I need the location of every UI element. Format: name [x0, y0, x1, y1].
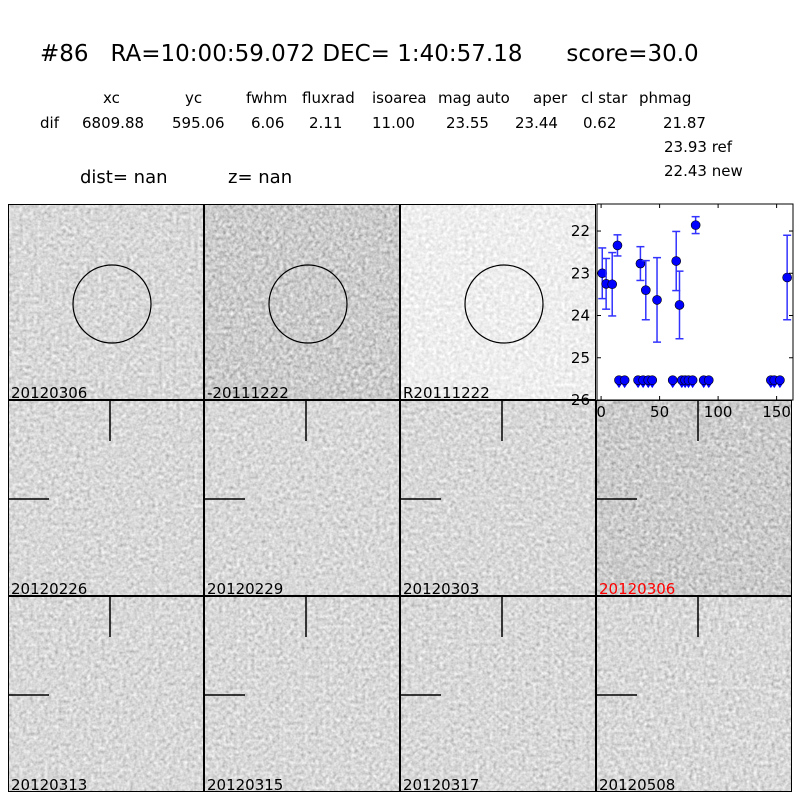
data-point: [652, 256, 662, 343]
upper-limit-point: [619, 375, 630, 389]
noise-image: [401, 401, 595, 595]
noise-image: [401, 205, 595, 399]
stamp-label: 20120315: [207, 776, 284, 792]
column-value: 23.44: [515, 114, 558, 132]
data-point: [612, 234, 623, 257]
plot-frame: [596, 203, 794, 401]
noise-image: [597, 597, 791, 791]
ref-mag: 23.93 ref: [664, 138, 733, 156]
image-stamp: 20120508: [596, 596, 792, 792]
image-stamp: 20120306: [596, 400, 792, 596]
image-stamp: 20120303: [400, 400, 596, 596]
column-header: yc: [185, 89, 203, 107]
image-stamp: -20111222: [204, 204, 400, 400]
data-point: [640, 259, 651, 321]
noise-image: [597, 401, 791, 595]
stamp-label: R20111222: [403, 384, 490, 400]
column-header: phmag: [639, 89, 692, 107]
z: z= nan: [228, 167, 293, 188]
column-header: mag auto: [438, 89, 510, 107]
stamp-label: 20120313: [11, 776, 88, 792]
title: #86 RA=10:00:59.072 DEC= 1:40:57.18 scor…: [40, 41, 699, 67]
image-stamp: 20120313: [8, 596, 204, 792]
column-value: 6809.88: [82, 114, 145, 132]
noise-image: [205, 597, 399, 791]
x-tick-label: 0: [596, 403, 606, 421]
y-tick-label: 23: [571, 264, 590, 282]
x-tick-label: 50: [650, 403, 669, 421]
data-point: [607, 251, 618, 317]
stamp-label: -20111222: [207, 384, 289, 400]
column-value: 11.00: [372, 114, 415, 132]
data-point: [597, 247, 608, 300]
aperture-circle: [464, 264, 544, 344]
image-stamp: 20120317: [400, 596, 596, 792]
upper-limit-point: [687, 375, 698, 389]
data-point: [635, 245, 646, 282]
image-stamp: 20120315: [204, 596, 400, 792]
stamp-label: 20120226: [11, 580, 88, 596]
stamp-label: 20120317: [403, 776, 480, 792]
noise-image: [9, 401, 203, 595]
image-stamp: 20120306: [8, 204, 204, 400]
stamp-label: 20120508: [599, 776, 676, 792]
noise-image: [9, 597, 203, 791]
ra: RA=10:00:59.072: [110, 41, 316, 67]
noise-image: [205, 205, 399, 399]
dist: dist= nan: [80, 167, 168, 188]
image-stamp: R20111222: [400, 204, 596, 400]
column-header: xc: [103, 89, 120, 107]
y-tick-label: 22: [571, 222, 590, 240]
data-point: [671, 230, 682, 292]
stamp-label: 20120303: [403, 580, 480, 596]
column-value: 595.06: [172, 114, 225, 132]
upper-limit-point: [703, 375, 714, 389]
y-tick-label: 25: [571, 349, 590, 367]
aperture-circle: [268, 264, 348, 344]
column-value: 0.62: [583, 114, 617, 132]
row-label: dif: [40, 114, 59, 132]
lightcurve-plot: 0 50 100 150 22 23 24 25 26: [571, 203, 794, 421]
y-tick-label: 26: [571, 391, 590, 409]
column-value: 2.11: [309, 114, 343, 132]
y-tick-label: 24: [571, 307, 590, 325]
x-tick-label: 150: [762, 403, 791, 421]
noise-image: [401, 597, 595, 791]
data-point: [782, 234, 792, 321]
noise-image: [9, 205, 203, 399]
column-header: cl star: [581, 89, 628, 107]
column-header: isoarea: [372, 89, 427, 107]
upper-limit-point: [647, 375, 658, 389]
dec: DEC= 1:40:57.18: [322, 41, 523, 67]
stamp-label: 20120306: [599, 580, 676, 596]
aperture-circle: [72, 264, 152, 344]
data-point: [674, 270, 685, 340]
image-stamp: 20120229: [204, 400, 400, 596]
upper-limit-point: [775, 375, 785, 389]
new-mag: 22.43 new: [664, 162, 743, 180]
stamp-label: 20120306: [11, 384, 88, 400]
score: score=30.0: [566, 41, 699, 67]
noise-image: [205, 401, 399, 595]
column-value: 6.06: [251, 114, 285, 132]
image-stamp: 20120226: [8, 400, 204, 596]
candidate-id: #86: [40, 41, 89, 67]
column-header: aper: [533, 89, 568, 107]
data-point: [690, 215, 701, 235]
stamp-label: 20120229: [207, 580, 284, 596]
column-header: fwhm: [246, 89, 288, 107]
x-tick-label: 100: [704, 403, 733, 421]
column-header: fluxrad: [302, 89, 355, 107]
column-value: 23.55: [446, 114, 489, 132]
upper-limit-point: [667, 375, 678, 389]
column-value: 21.87: [663, 114, 706, 132]
